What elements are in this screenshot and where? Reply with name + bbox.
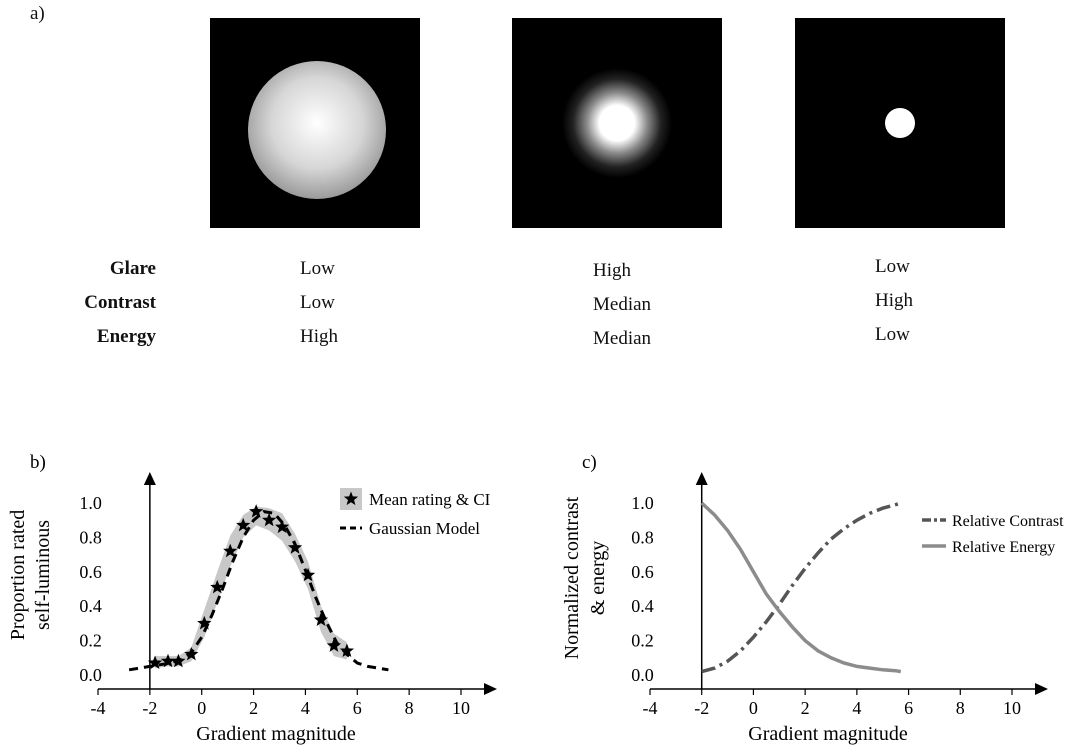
stimulus-2-energy: Median [593, 328, 652, 349]
stimulus-3-dot [885, 108, 915, 138]
y-axis-label-line-1: Proportion rated [7, 510, 29, 641]
x-tick-label: -4 [643, 698, 658, 718]
mean-rating-point [326, 638, 342, 652]
stimulus-2-image [512, 18, 722, 228]
stimulus-1-glare: Low [300, 258, 335, 279]
legend-label-mean-rating: Mean rating & CI [369, 490, 491, 509]
relative-energy-line [700, 501, 902, 674]
y-tick-label: 0.6 [631, 562, 654, 582]
stimulus-1-image [210, 18, 420, 228]
mean-rating-point [197, 615, 212, 630]
row-label-glare: Glare [109, 258, 156, 279]
ci-band [155, 506, 347, 669]
legend-label-relative-energy: Relative Energy [952, 539, 1055, 556]
y-axis-label-line-2: self-luminous [32, 520, 54, 630]
y-tick-label: 0.0 [79, 665, 102, 685]
mean-rating-point [210, 579, 225, 594]
mean-rating-point [313, 612, 329, 627]
mean-rating-point [274, 519, 290, 534]
stimulus-3-contrast: High [875, 290, 913, 311]
x-tick-label: 0 [197, 698, 206, 718]
mean-rating-point [262, 512, 277, 527]
stimulus-2-glare: High [593, 260, 631, 281]
mean-rating-point [147, 655, 163, 670]
stimulus-2-contrast: Median [593, 294, 652, 315]
y-tick-label: 1.0 [79, 493, 102, 513]
gaussian-model-line [128, 510, 389, 672]
y-axis-label-line-1: Normalized contrast [561, 496, 583, 659]
mean-rating-point [300, 567, 316, 582]
mean-rating-point [160, 653, 176, 668]
y-tick-label: 0.4 [79, 596, 102, 616]
stimulus-3-energy: Low [875, 324, 910, 345]
x-tick-label: 6 [904, 698, 913, 718]
mean-rating-point [171, 653, 186, 668]
x-tick-label: 4 [301, 698, 310, 718]
x-tick-label: 4 [852, 698, 861, 718]
y-axis-label-line-2: & energy [587, 541, 609, 616]
row-label-contrast: Contrast [84, 292, 156, 313]
y-axis-label: Proportion rated self-luminous [7, 510, 54, 641]
y-tick-label: 0.8 [79, 527, 102, 547]
x-axis-arrow [1035, 683, 1048, 695]
row-label-energy: Energy [96, 326, 156, 347]
x-tick-label: -2 [142, 698, 157, 718]
stimulus-3-image [795, 18, 1005, 228]
chart-b: b) -4 -2 0 2 4 6 8 10 0.0 0.2 0.4 0.6 0.8 1.0 Gradient … [7, 452, 497, 745]
x-tick-label: 2 [801, 698, 810, 718]
y-axis-arrow [695, 472, 708, 485]
mean-rating-point [249, 504, 264, 518]
x-tick-label: -4 [91, 698, 106, 718]
x-tick-label: 10 [1003, 698, 1021, 718]
stimulus-1-contrast: Low [300, 292, 335, 313]
x-axis-label: Gradient magnitude [748, 723, 908, 745]
x-axis-label: Gradient magnitude [196, 723, 356, 745]
stimulus-3-glare: Low [875, 256, 910, 277]
panel-label: c) [582, 452, 597, 473]
stimulus-1-energy: High [300, 326, 338, 347]
y-axis-arrow [143, 472, 156, 485]
relative-contrast-line [701, 501, 902, 674]
stimulus-2-glow [562, 68, 672, 178]
legend-label-relative-contrast: Relative Contrast [952, 513, 1064, 530]
x-tick-label: 10 [452, 698, 470, 718]
mean-rating-point [339, 643, 355, 657]
y-tick-label: 0.6 [79, 562, 102, 582]
y-axis-label: Normalized contrast & energy [561, 496, 609, 659]
panel-label: b) [30, 452, 46, 473]
x-tick-label: 6 [353, 698, 362, 718]
legend-star-marker [343, 491, 359, 506]
x-tick-label: -2 [694, 698, 709, 718]
stimulus-1-disc [248, 61, 386, 199]
x-tick-label: 8 [405, 698, 414, 718]
mean-rating-point [287, 540, 303, 554]
x-axis-arrow [484, 683, 497, 695]
y-tick-label: 1.0 [631, 493, 654, 513]
mean-rating-point [236, 517, 251, 532]
y-tick-label: 0.2 [79, 631, 102, 651]
y-tick-label: 0.4 [631, 596, 654, 616]
chart-c: c) -4 -2 0 2 4 6 8 10 0.0 0.2 0.4 0.6 0.8 1.0 Gradient … [561, 452, 1064, 745]
mean-rating-point [223, 543, 238, 558]
x-tick-label: 0 [749, 698, 758, 718]
y-tick-label: 0.0 [631, 665, 654, 685]
y-tick-label: 0.2 [631, 631, 654, 651]
legend-label-gaussian-model: Gaussian Model [369, 519, 480, 538]
y-tick-label: 0.8 [631, 527, 654, 547]
x-tick-label: 8 [956, 698, 965, 718]
mean-rating-point [184, 646, 199, 661]
panel-a-label: a) [30, 3, 45, 24]
x-tick-label: 2 [249, 698, 258, 718]
